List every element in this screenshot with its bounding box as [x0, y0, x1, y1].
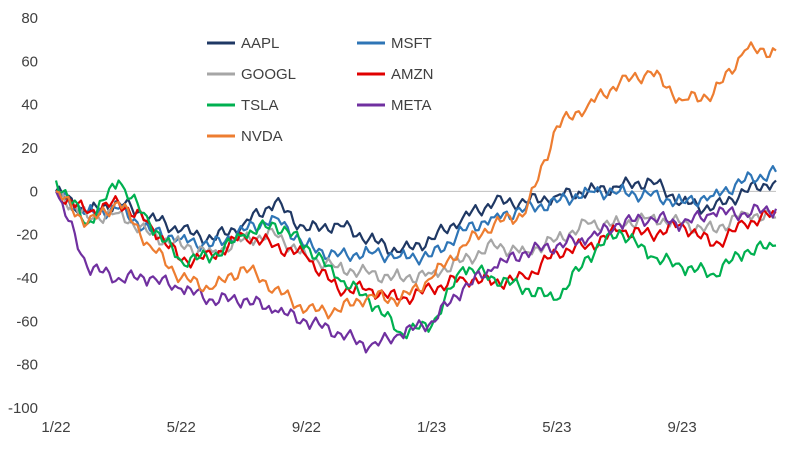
y-tick-label: -20	[16, 227, 38, 244]
legend-label: NVDA	[241, 128, 283, 145]
y-tick-label: -100	[8, 400, 38, 417]
y-tick-label: -80	[16, 357, 38, 374]
x-tick-label: 9/22	[292, 419, 321, 436]
legend: AAPL MSFT GOOGL AMZN TSLA META NVDA	[207, 35, 434, 145]
legend-item-amzn: AMZN	[357, 66, 434, 83]
legend-label: GOOGL	[241, 66, 296, 83]
legend-item-tsla: TSLA	[207, 97, 279, 114]
y-tick-label: -60	[16, 313, 38, 330]
x-tick-label: 1/23	[417, 419, 446, 436]
legend-label: AMZN	[391, 66, 434, 83]
legend-label: TSLA	[241, 97, 279, 114]
series-line-meta	[54, 190, 778, 354]
legend-label: AAPL	[241, 35, 279, 52]
x-tick-label: 5/22	[167, 419, 196, 436]
y-tick-label: 80	[21, 10, 38, 27]
legend-item-aapl: AAPL	[207, 35, 279, 52]
x-tick-label: 9/23	[667, 419, 696, 436]
series-line-amzn	[55, 190, 777, 305]
legend-item-meta: META	[357, 97, 432, 114]
y-tick-label: 60	[21, 53, 38, 70]
legend-item-nvda: NVDA	[207, 128, 283, 145]
y-tick-label: -40	[16, 270, 38, 287]
legend-item-googl: GOOGL	[207, 66, 296, 83]
series-line-aapl	[55, 176, 777, 255]
x-tick-label: 1/22	[41, 419, 70, 436]
legend-item-msft: MSFT	[357, 35, 432, 52]
series-line-nvda	[55, 41, 777, 320]
series-lines	[54, 41, 778, 354]
series-line-msft	[55, 165, 777, 266]
x-tick-label: 5/23	[542, 419, 571, 436]
legend-label: MSFT	[391, 35, 432, 52]
y-tick-label: 40	[21, 97, 38, 114]
series-line-googl	[55, 190, 777, 284]
y-tick-label: 20	[21, 140, 38, 157]
y-tick-label: 0	[30, 183, 38, 200]
legend-label: META	[391, 97, 432, 114]
y-axis: 80 60 40 20 0 -20 -40 -60 -80 -100	[8, 10, 38, 417]
series-line-tsla	[54, 179, 777, 340]
